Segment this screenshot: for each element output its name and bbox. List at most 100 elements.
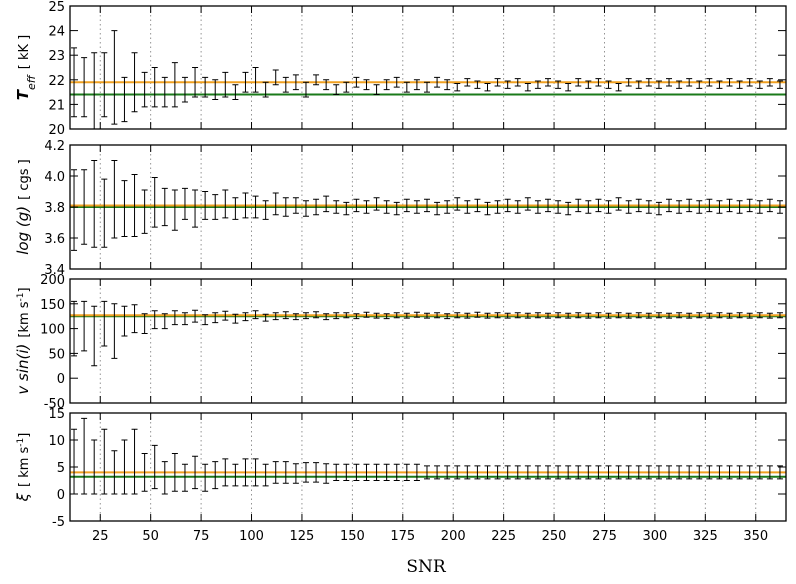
errorbar-logg-8 xyxy=(151,177,158,228)
errorbar-logg-30 xyxy=(373,197,380,211)
errorbar-logg-9 xyxy=(161,187,168,227)
errorbar-vsini-69 xyxy=(766,312,773,319)
errorbar-vsini-7 xyxy=(141,313,148,335)
errorbar-logg-61 xyxy=(686,198,693,213)
x-tick-label-9: 250 xyxy=(542,529,567,544)
x-tick-label-12: 325 xyxy=(693,529,718,544)
errorbar-teff-45 xyxy=(524,82,531,92)
errorbar-xi-68 xyxy=(756,465,763,480)
errorbar-vsini-9 xyxy=(161,313,168,330)
errorbar-teff-47 xyxy=(545,78,552,87)
errorbar-vsini-31 xyxy=(383,313,390,320)
errorbar-vsini-63 xyxy=(706,312,713,319)
errorbar-vsini-26 xyxy=(333,312,340,320)
errorbar-logg-21 xyxy=(282,197,289,217)
errorbar-teff-32 xyxy=(393,76,400,88)
y-tick-label-logg-1: 3.6 xyxy=(44,232,65,247)
errorbar-xi-69 xyxy=(766,465,773,480)
errorbar-teff-49 xyxy=(565,82,572,92)
errorbar-teff-7 xyxy=(141,71,148,108)
errorbar-logg-68 xyxy=(756,200,763,214)
errorbar-logg-45 xyxy=(524,197,531,211)
errorbar-teff-27 xyxy=(343,81,350,93)
errorbar-vsini-22 xyxy=(292,313,299,321)
errorbar-teff-16 xyxy=(232,84,239,100)
errorbar-vsini-49 xyxy=(565,312,572,319)
y-tick-label-teff-4: 24 xyxy=(48,25,65,40)
errorbar-xi-67 xyxy=(746,465,753,480)
errorbar-logg-18 xyxy=(252,195,259,219)
errorbar-xi-18 xyxy=(252,458,259,487)
errorbar-vsini-10 xyxy=(171,310,178,326)
errorbar-xi-64 xyxy=(716,465,723,480)
errorbar-teff-14 xyxy=(212,79,219,100)
errorbar-teff-9 xyxy=(161,76,168,108)
errorbar-teff-44 xyxy=(514,78,521,87)
errorbar-logg-11 xyxy=(181,187,188,220)
errorbar-xi-6 xyxy=(131,428,138,495)
errorbar-teff-28 xyxy=(353,76,360,88)
y-tick-label-logg-4: 4.2 xyxy=(44,139,65,154)
x-tick-label-3: 100 xyxy=(239,529,264,544)
errorbar-xi-1 xyxy=(81,417,88,495)
errorbar-logg-36 xyxy=(434,201,441,216)
errorbar-vsini-28 xyxy=(353,313,360,320)
errorbar-teff-53 xyxy=(605,80,612,89)
errorbar-teff-4 xyxy=(111,30,118,125)
errorbar-xi-35 xyxy=(423,465,430,480)
errorbar-teff-48 xyxy=(555,80,562,89)
errorbar-xi-24 xyxy=(313,462,320,483)
errorbar-teff-11 xyxy=(181,76,188,103)
errorbar-teff-22 xyxy=(292,74,299,91)
errorbar-logg-66 xyxy=(736,200,743,214)
y-axis-label-xi: ξ[ km s-1] xyxy=(14,433,32,503)
errorbar-vsini-8 xyxy=(151,310,158,330)
errorbar-xi-15 xyxy=(222,458,229,487)
errorbar-teff-38 xyxy=(454,82,461,92)
errorbar-xi-56 xyxy=(635,465,642,480)
errorbar-teff-40 xyxy=(474,80,481,89)
errorbar-teff-34 xyxy=(413,79,420,91)
errorbar-logg-42 xyxy=(494,200,501,214)
errorbar-logg-39 xyxy=(464,200,471,214)
errorbar-vsini-18 xyxy=(252,310,259,320)
errorbar-xi-53 xyxy=(605,465,612,480)
y-tick-label-logg-3: 4.0 xyxy=(44,170,65,185)
y-tick-label-xi-2: 5 xyxy=(57,461,65,476)
errorbar-logg-3 xyxy=(101,178,108,248)
errorbar-vsini-48 xyxy=(555,312,562,319)
errorbar-xi-57 xyxy=(645,465,652,480)
errorbar-xi-2 xyxy=(91,439,98,495)
errorbar-vsini-2 xyxy=(91,305,98,367)
errorbar-vsini-19 xyxy=(262,313,269,322)
errorbar-vsini-1 xyxy=(81,300,88,352)
errorbar-vsini-39 xyxy=(464,312,471,319)
errorbar-logg-56 xyxy=(635,198,642,213)
errorbar-logg-6 xyxy=(131,173,138,237)
errorbar-xi-0 xyxy=(71,428,78,495)
errorbar-teff-54 xyxy=(615,82,622,92)
errorbar-logg-49 xyxy=(565,201,572,216)
errorbar-logg-47 xyxy=(545,198,552,213)
errorbar-teff-3 xyxy=(101,52,108,118)
errorbar-vsini-32 xyxy=(393,312,400,319)
errorbar-teff-25 xyxy=(323,79,330,91)
errorbar-teff-67 xyxy=(746,78,753,87)
errorbar-xi-65 xyxy=(726,465,733,480)
errorbar-logg-65 xyxy=(726,198,733,213)
errorbar-teff-66 xyxy=(736,80,743,89)
x-tick-label-10: 275 xyxy=(592,529,617,544)
errorbar-vsini-61 xyxy=(686,312,693,319)
errorbar-xi-70 xyxy=(776,465,783,480)
errorbar-teff-51 xyxy=(585,80,592,89)
errorbar-logg-13 xyxy=(202,191,209,220)
errorbar-xi-21 xyxy=(282,461,289,484)
errorbar-xi-3 xyxy=(101,428,108,495)
errorbar-logg-43 xyxy=(504,198,511,213)
errorbar-logg-62 xyxy=(696,200,703,214)
errorbar-logg-24 xyxy=(313,198,320,216)
y-tick-label-teff-2: 22 xyxy=(48,74,65,89)
errorbar-vsini-37 xyxy=(444,313,451,320)
errorbar-teff-33 xyxy=(403,81,410,93)
errorbar-logg-58 xyxy=(655,201,662,216)
